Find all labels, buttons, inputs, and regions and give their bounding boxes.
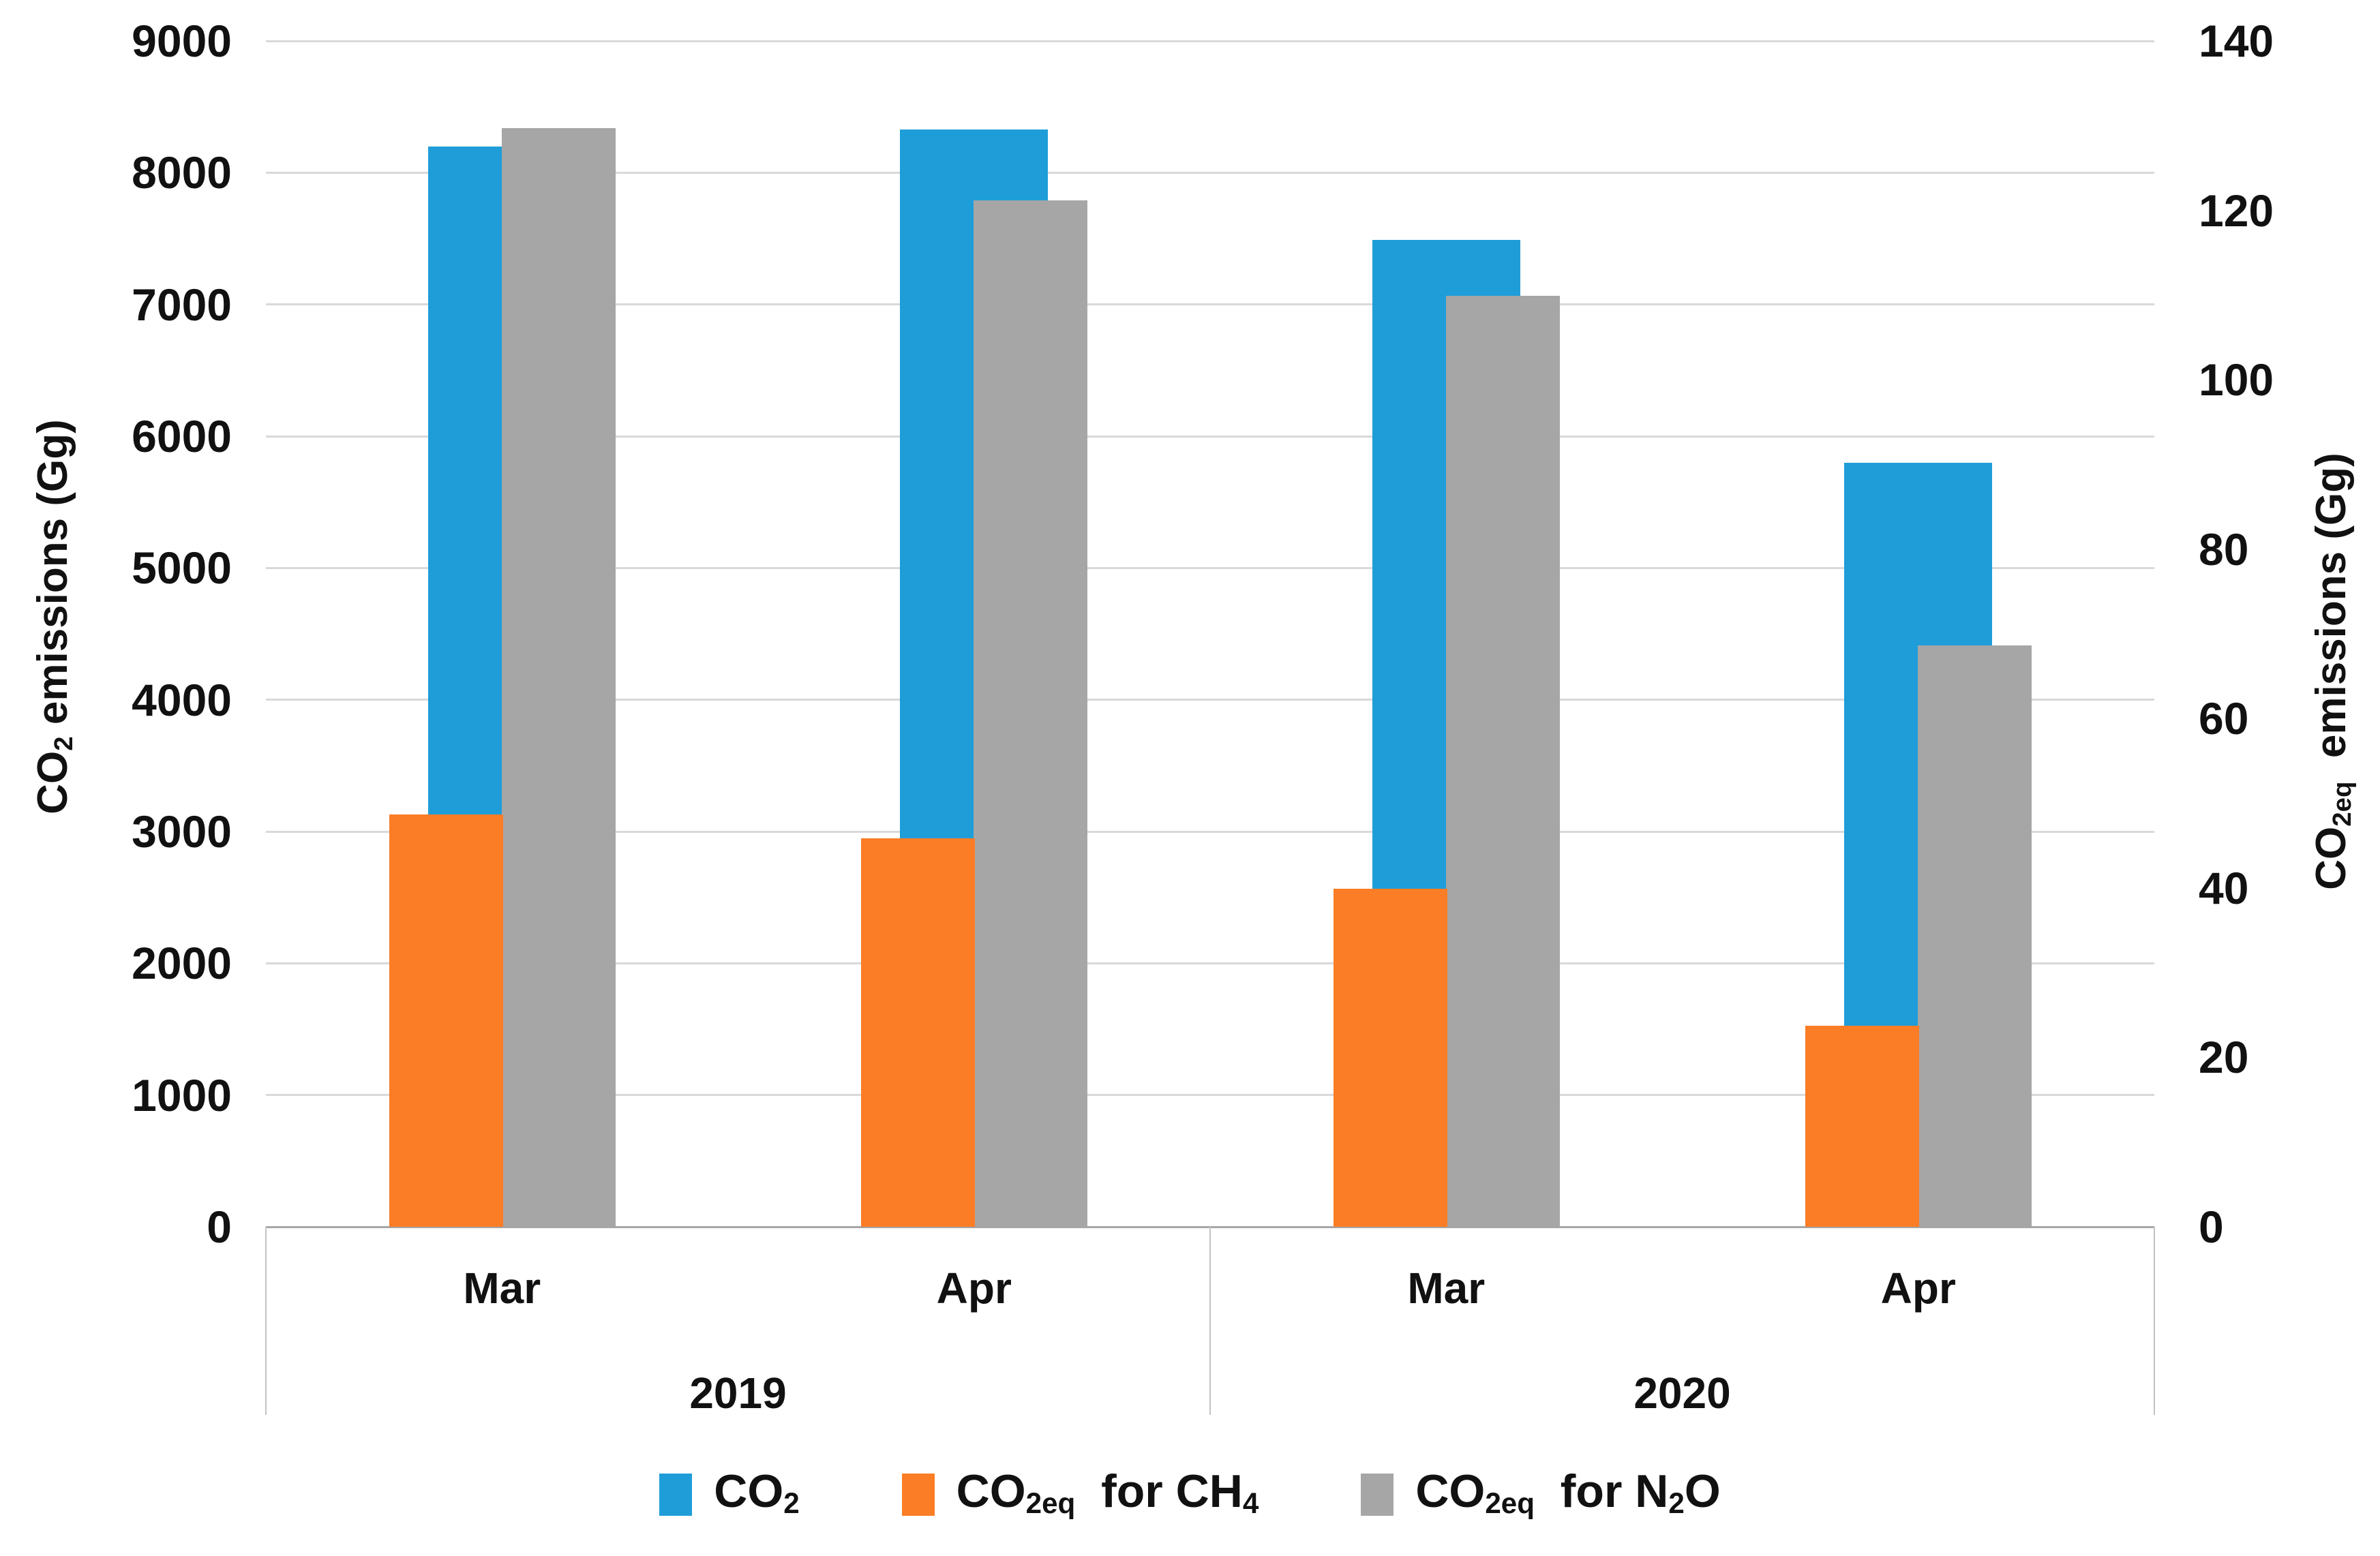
legend-label-co2: CO2 (714, 1465, 800, 1520)
right-tick-140: 140 (2199, 16, 2274, 66)
left-tick-3000: 3000 (132, 806, 232, 857)
legend-label-co2eq-n2o: CO2eq for N2O (1415, 1465, 1721, 1520)
right-tick-40: 40 (2199, 862, 2249, 913)
left-tick-7000: 7000 (132, 279, 232, 330)
category-divider-1 (1209, 1227, 1211, 1415)
bar-co2eq-for-ch4-apr-2020 (1805, 1026, 1920, 1227)
gridline (266, 699, 2154, 701)
right-tick-0: 0 (2199, 1202, 2224, 1252)
bar-co2eq-for-ch4-mar-2019 (389, 814, 503, 1227)
gridline (266, 830, 2154, 833)
bar-co2eq-for-ch4-mar-2020 (1333, 889, 1447, 1227)
bar-co2eq-for-n2o-mar-2019 (501, 128, 616, 1227)
right-tick-80: 80 (2199, 523, 2249, 575)
gridline (266, 40, 2154, 42)
gridline (266, 435, 2154, 438)
year-label-2020: 2020 (1633, 1369, 1731, 1418)
left-tick-2000: 2000 (132, 938, 232, 989)
legend-item-co2: CO2 (659, 1465, 800, 1523)
gridline (266, 566, 2154, 569)
right-axis-title: CO2eq emissions (Gg) (2308, 453, 2358, 890)
year-label-2019: 2019 (689, 1369, 787, 1418)
left-axis-title: CO2 emissions (Gg) (29, 419, 79, 814)
legend-item-co2eq-n2o: CO2eq for N2O (1361, 1465, 1721, 1523)
bar-co2eq-for-ch4-apr-2019 (861, 838, 976, 1227)
month-label-1: Apr (936, 1264, 1012, 1313)
left-tick-8000: 8000 (132, 147, 232, 198)
bar-co2eq-for-n2o-mar-2020 (1445, 296, 1560, 1227)
left-tick-1000: 1000 (132, 1069, 232, 1120)
right-tick-60: 60 (2199, 693, 2249, 744)
legend-label-co2eq-ch4: CO2eq for CH4 (956, 1465, 1259, 1520)
gridline (266, 303, 2154, 306)
month-label-3: Apr (1880, 1264, 1956, 1313)
right-tick-20: 20 (2199, 1032, 2249, 1083)
legend-swatch-co2eq-n2o (1361, 1473, 1394, 1516)
left-tick-4000: 4000 (132, 674, 232, 725)
left-tick-6000: 6000 (132, 411, 232, 461)
gridline (266, 962, 2154, 964)
category-divider-2 (2154, 1227, 2155, 1415)
month-label-2: Mar (1407, 1264, 1486, 1313)
month-label-0: Mar (463, 1264, 541, 1313)
legend-item-co2eq-ch4: CO2eq for CH4 (901, 1465, 1259, 1523)
plot-area (266, 40, 2154, 1228)
legend-swatch-co2eq-ch4 (901, 1473, 935, 1516)
left-tick-0: 0 (207, 1202, 232, 1252)
left-tick-9000: 9000 (132, 16, 232, 66)
bar-co2eq-for-n2o-apr-2020 (1918, 645, 2032, 1227)
gridline (266, 1094, 2154, 1097)
legend-swatch-co2 (659, 1473, 693, 1516)
legend: CO2 CO2eq for CH4 CO2eq for N2O (0, 1465, 2380, 1523)
bar-co2eq-for-n2o-apr-2019 (974, 200, 1088, 1227)
left-tick-5000: 5000 (132, 543, 232, 594)
category-divider-0 (265, 1227, 267, 1415)
right-tick-100: 100 (2199, 354, 2274, 406)
right-tick-120: 120 (2199, 185, 2274, 236)
gridline (266, 171, 2154, 174)
